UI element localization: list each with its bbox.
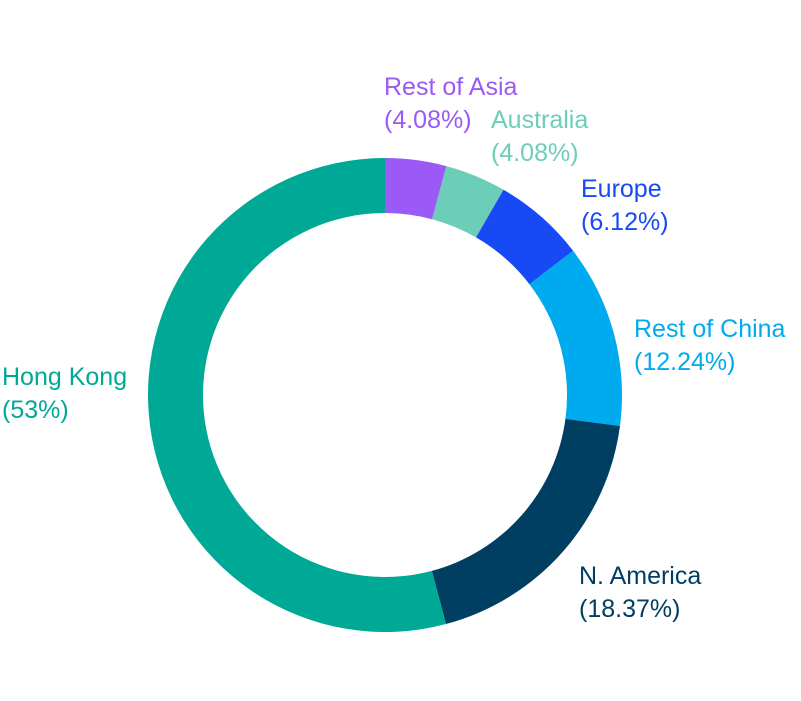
label-australia-name: Australia: [491, 106, 589, 134]
label-europe-name: Europe: [581, 175, 662, 203]
label-n-america-pct: (18.37%): [579, 595, 681, 623]
label-n-america-name: N. America: [579, 562, 702, 590]
label-rest-of-china: Rest of China (12.24%): [634, 313, 785, 379]
donut-slice-rest-of-asia: [385, 158, 447, 220]
label-australia: Australia (4.08%): [491, 104, 588, 170]
label-rest-of-china-pct: (12.24%): [634, 348, 736, 376]
label-rest-of-asia: Rest of Asia (4.08%): [384, 71, 517, 137]
label-rest-of-china-name: Rest of China: [634, 315, 786, 343]
donut-slice-hong-kong: [147, 158, 446, 632]
label-rest-of-asia-pct: (4.08%): [384, 106, 472, 134]
donut-slice-n-america: [431, 418, 620, 625]
label-hong-kong-pct: (53%): [2, 396, 69, 424]
label-n-america: N. America (18.37%): [579, 560, 701, 626]
donut-slice-australia: [432, 166, 504, 238]
label-hong-kong-name: Hong Kong: [2, 363, 128, 391]
label-rest-of-asia-name: Rest of Asia: [384, 73, 518, 101]
donut-slice-rest-of-china: [529, 250, 622, 427]
label-europe-pct: (6.12%): [581, 208, 669, 236]
label-europe: Europe (6.12%): [581, 173, 669, 239]
label-hong-kong: Hong Kong (53%): [2, 361, 127, 427]
label-australia-pct: (4.08%): [491, 139, 579, 167]
donut-slice-europe: [476, 189, 574, 285]
